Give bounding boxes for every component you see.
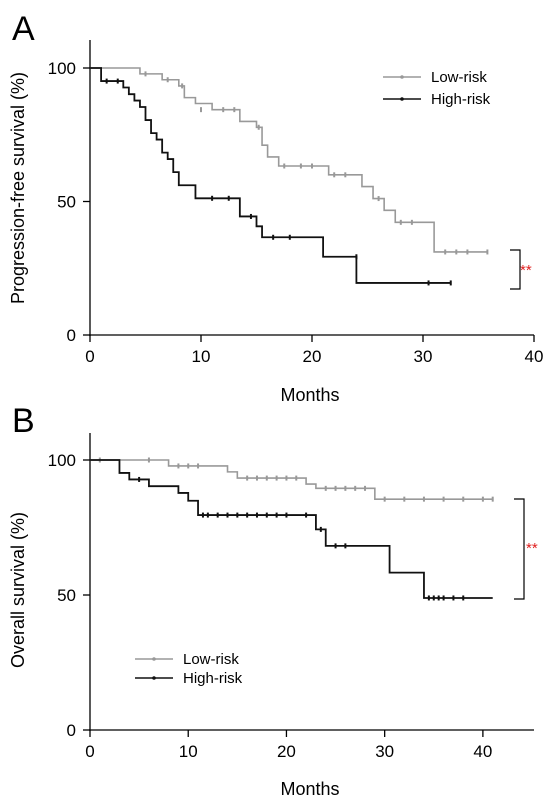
- y-tick-label: 0: [67, 326, 76, 345]
- legend-marker-high-risk: [400, 97, 404, 101]
- x-tick-label: 0: [85, 742, 94, 761]
- significance-bracket: [510, 249, 521, 290]
- significance-label: **: [526, 540, 538, 557]
- legend-label-low-risk: Low-risk: [431, 69, 487, 86]
- chart-panel-a: A 0 10 20 30 40 0 50 100 Months Progression-free s…: [8, 10, 543, 405]
- survival-curve-low-risk: [90, 67, 488, 253]
- panel-letter: B: [12, 402, 35, 440]
- legend-marker-low-risk: [400, 75, 404, 79]
- significance-label: **: [520, 262, 532, 279]
- survival-curve-high-risk: [90, 459, 493, 599]
- y-tick-label: 50: [57, 193, 76, 212]
- x-tick-label: 30: [375, 742, 394, 761]
- y-tick-label: 100: [48, 59, 76, 78]
- survival-curve-low-risk: [90, 459, 493, 500]
- y-tick-label: 100: [48, 451, 76, 470]
- x-tick-label: 40: [473, 742, 492, 761]
- legend-label-low-risk: Low-risk: [183, 651, 239, 668]
- x-tick-label: 30: [414, 347, 433, 366]
- x-tick-label: 20: [277, 742, 296, 761]
- x-tick-label: 0: [85, 347, 94, 366]
- survival-curve-high-risk: [90, 67, 451, 284]
- x-axis-title: Months: [280, 385, 339, 405]
- legend-label-high-risk: High-risk: [183, 670, 243, 687]
- y-tick-label: 50: [57, 586, 76, 605]
- y-axis-title: Overall survival (%): [8, 512, 28, 668]
- panel-letter: A: [12, 10, 35, 48]
- chart-panel-b: B 0 10 20 30 40 0 50 100 Months Overall survival (…: [8, 402, 538, 799]
- y-tick-label: 0: [67, 721, 76, 740]
- legend-marker-high-risk: [152, 676, 156, 680]
- significance-bracket: [514, 498, 525, 600]
- x-tick-label: 10: [179, 742, 198, 761]
- legend-label-high-risk: High-risk: [431, 91, 491, 108]
- x-tick-label: 40: [525, 347, 544, 366]
- legend-marker-low-risk: [152, 657, 156, 661]
- x-tick-label: 10: [192, 347, 211, 366]
- x-tick-label: 20: [303, 347, 322, 366]
- x-axis-title: Months: [280, 779, 339, 799]
- y-axis-title: Progression-free survival (%): [8, 72, 28, 304]
